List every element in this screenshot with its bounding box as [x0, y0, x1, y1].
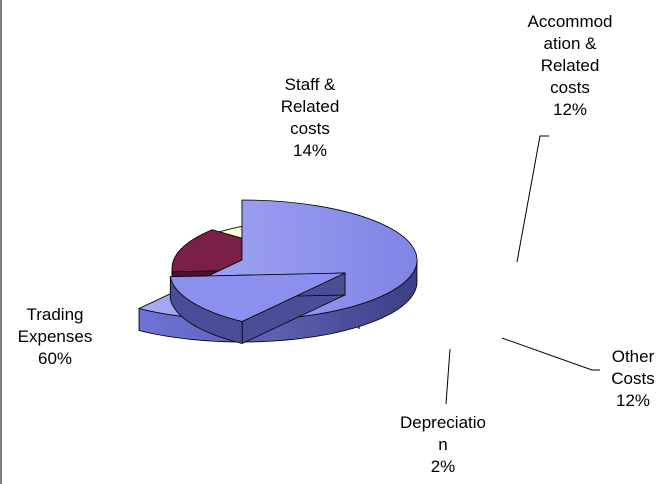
- data-label-percent: 60%: [38, 349, 72, 368]
- data-label-line: Other: [612, 347, 655, 366]
- leader-line-accommodation: [516, 135, 549, 263]
- data-label-line: Depreciatio: [400, 413, 486, 432]
- data-label-other-costs: Other Costs 12%: [611, 347, 654, 410]
- data-label-line: Related: [281, 97, 340, 116]
- data-label-line: costs: [550, 78, 590, 97]
- data-label-line: Costs: [611, 369, 654, 388]
- data-label-line: Staff &: [285, 75, 336, 94]
- leader-line-other-costs: [501, 337, 600, 371]
- data-label-percent: 12%: [616, 391, 650, 410]
- data-label-percent: 14%: [293, 141, 327, 160]
- data-label-line: Accommod: [527, 12, 612, 31]
- data-label-depreciatio-n: Depreciatio n 2%: [400, 413, 486, 476]
- data-label-line: costs: [290, 119, 330, 138]
- data-label-line: Trading: [26, 305, 83, 324]
- pie-slice-top-face: [169, 272, 346, 322]
- data-label-percent: 12%: [553, 100, 587, 119]
- leader-line-depreciation: [445, 348, 451, 405]
- data-label-trading-expenses: Trading Expenses 60%: [18, 305, 93, 368]
- pie-slice-staff-related-costs: [169, 272, 346, 345]
- data-label-accommod-ation-related-costs: Accommod ation & Related costs 12%: [527, 12, 612, 119]
- data-label-line: n: [438, 435, 447, 454]
- data-label-line: Expenses: [18, 327, 93, 346]
- data-label-line: Related: [541, 56, 600, 75]
- data-label-line: ation &: [544, 34, 598, 53]
- data-label-percent: 2%: [431, 457, 456, 476]
- data-label-staff-related-costs: Staff & Related costs 14%: [281, 75, 340, 160]
